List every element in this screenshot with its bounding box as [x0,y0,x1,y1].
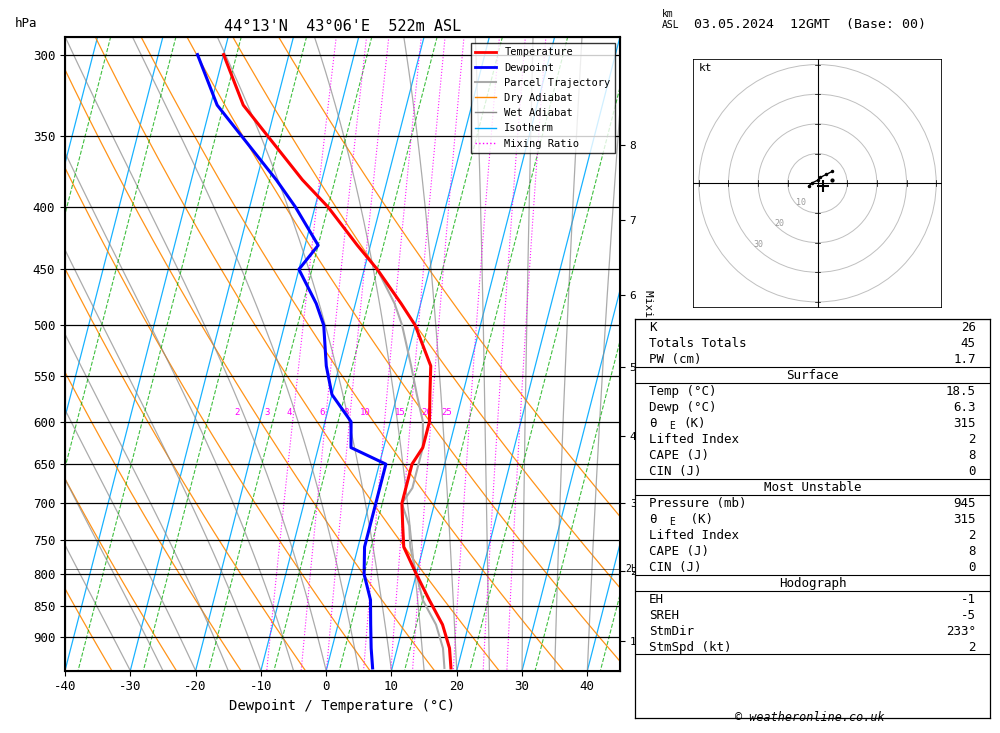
Text: 15: 15 [395,408,406,417]
Text: θ: θ [649,513,657,526]
Text: 20: 20 [775,219,785,228]
Text: 315: 315 [953,513,976,526]
Text: Temp (°C): Temp (°C) [649,385,717,398]
Text: 10: 10 [360,408,370,417]
Text: StmDir: StmDir [649,625,694,638]
Text: 03.05.2024  12GMT  (Base: 00): 03.05.2024 12GMT (Base: 00) [694,18,926,32]
Text: Lifted Index: Lifted Index [649,433,739,446]
Title: 44°13'N  43°06'E  522m ASL: 44°13'N 43°06'E 522m ASL [224,19,461,34]
Text: 0: 0 [968,465,976,478]
Text: 30: 30 [753,240,763,249]
Text: 10: 10 [796,198,806,207]
Text: 2: 2 [968,641,976,654]
Text: © weatheronline.co.uk: © weatheronline.co.uk [735,711,885,724]
Text: 26: 26 [961,321,976,334]
Text: 45: 45 [961,337,976,350]
Text: 3: 3 [265,408,270,417]
Text: hPa: hPa [15,18,38,30]
Text: 1.7: 1.7 [953,353,976,366]
Text: Dewp (°C): Dewp (°C) [649,401,717,414]
Text: 8: 8 [343,408,349,417]
Text: 2: 2 [234,408,240,417]
Text: 315: 315 [953,417,976,430]
Text: Totals Totals: Totals Totals [649,337,747,350]
Text: 0: 0 [968,561,976,574]
Text: E: E [669,421,675,431]
Text: K: K [649,321,657,334]
Text: km
ASL: km ASL [662,9,679,30]
Text: PW (cm): PW (cm) [649,353,702,366]
Text: -1: -1 [961,593,976,605]
Text: Lifted Index: Lifted Index [649,529,739,542]
Legend: Temperature, Dewpoint, Parcel Trajectory, Dry Adiabat, Wet Adiabat, Isotherm, Mi: Temperature, Dewpoint, Parcel Trajectory… [471,43,615,152]
Text: 6: 6 [319,408,325,417]
Text: Pressure (mb): Pressure (mb) [649,497,747,510]
Text: (K): (K) [683,513,713,526]
Text: CAPE (J): CAPE (J) [649,545,709,558]
Text: θ: θ [649,417,657,430]
Text: StmSpd (kt): StmSpd (kt) [649,641,732,654]
Text: 4: 4 [287,408,292,417]
Text: 2: 2 [968,529,976,542]
Text: 25: 25 [441,408,452,417]
Text: CIN (J): CIN (J) [649,465,702,478]
Text: kt: kt [699,62,712,73]
Text: Most Unstable: Most Unstable [764,481,861,494]
Y-axis label: Mixing Ratio (g/kg): Mixing Ratio (g/kg) [643,290,653,418]
Text: CIN (J): CIN (J) [649,561,702,574]
Text: Hodograph: Hodograph [779,577,846,590]
Text: E: E [669,517,675,527]
Text: Surface: Surface [786,369,839,382]
Text: CAPE (J): CAPE (J) [649,449,709,462]
Text: 8: 8 [968,545,976,558]
Text: 6.3: 6.3 [953,401,976,414]
Text: EH: EH [649,593,664,605]
Text: 8: 8 [968,449,976,462]
Text: 233°: 233° [946,625,976,638]
Text: (K): (K) [683,417,705,430]
Text: 2: 2 [968,433,976,446]
Text: 18.5: 18.5 [946,385,976,398]
Text: -5: -5 [961,609,976,622]
Text: 2LCL: 2LCL [626,564,649,575]
X-axis label: Dewpoint / Temperature (°C): Dewpoint / Temperature (°C) [229,699,456,713]
Text: SREH: SREH [649,609,679,622]
Text: 945: 945 [953,497,976,510]
Text: 20: 20 [421,408,432,417]
